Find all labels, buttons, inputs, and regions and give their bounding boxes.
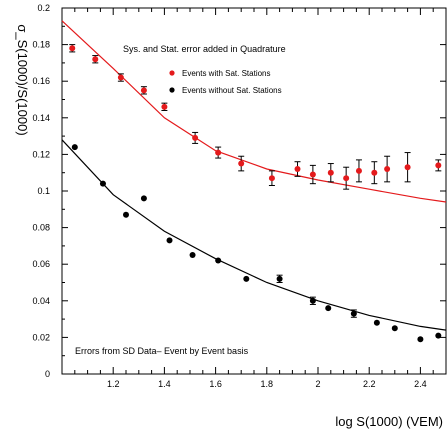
x-tick-label: 1.4 bbox=[158, 379, 171, 389]
y-tick-label: 0.14 bbox=[32, 113, 50, 123]
annotation-bottom: Errors from SD Data– Event by Event basi… bbox=[75, 346, 249, 356]
x-tick-label: 2.4 bbox=[414, 379, 427, 389]
annotation-top: Sys. and Stat. error added in Quadrature bbox=[123, 44, 286, 54]
y-tick-label: 0 bbox=[45, 369, 50, 379]
y-tick-label: 0.18 bbox=[32, 40, 50, 50]
point-nosat bbox=[243, 275, 250, 282]
y-axis-label: σ_S(1000)/S(1000) bbox=[15, 24, 30, 135]
point-sat bbox=[404, 164, 411, 171]
point-sat bbox=[371, 169, 378, 176]
x-tick-label: 2 bbox=[315, 379, 320, 389]
point-nosat bbox=[140, 195, 147, 202]
point-sat bbox=[215, 149, 222, 156]
point-nosat bbox=[71, 144, 78, 151]
fit-curves bbox=[61, 20, 447, 331]
point-sat bbox=[161, 103, 168, 110]
point-sat bbox=[343, 175, 350, 182]
point-sat bbox=[238, 160, 245, 167]
point-nosat bbox=[325, 305, 332, 312]
x-tick-label: 1.8 bbox=[261, 379, 274, 389]
fit-curve-nosat bbox=[61, 139, 447, 331]
y-tick-label: 0.2 bbox=[37, 3, 50, 13]
legend-label-sat: Events with Sat. Stations bbox=[182, 69, 271, 78]
y-tick-label: 0.02 bbox=[32, 332, 50, 342]
point-nosat bbox=[189, 252, 196, 259]
point-sat bbox=[192, 134, 199, 141]
point-sat bbox=[117, 74, 124, 81]
point-nosat bbox=[373, 319, 380, 326]
point-nosat bbox=[309, 297, 316, 304]
point-nosat bbox=[435, 332, 442, 339]
point-nosat bbox=[215, 257, 222, 264]
axis-ticks bbox=[61, 7, 447, 375]
point-nosat bbox=[99, 180, 106, 187]
point-sat bbox=[435, 162, 442, 169]
point-sat bbox=[268, 175, 275, 182]
point-sat bbox=[140, 87, 147, 94]
y-tick-label: 0.16 bbox=[32, 76, 50, 86]
x-tick-label: 2.2 bbox=[363, 379, 376, 389]
point-nosat bbox=[276, 275, 283, 282]
y-tick-label: 0.06 bbox=[32, 259, 50, 269]
point-sat bbox=[384, 166, 391, 173]
point-nosat bbox=[166, 237, 173, 244]
point-sat bbox=[294, 166, 301, 173]
legend: Events with Sat. Stations Events without… bbox=[169, 69, 282, 95]
point-nosat bbox=[391, 325, 398, 332]
y-tick-label: 0.12 bbox=[32, 149, 50, 159]
legend-marker-sat bbox=[169, 70, 175, 76]
point-nosat bbox=[350, 310, 357, 317]
x-tick-label: 1.6 bbox=[209, 379, 222, 389]
legend-marker-nosat bbox=[169, 87, 175, 93]
point-sat bbox=[69, 45, 76, 52]
point-sat bbox=[309, 171, 316, 178]
tick-labels: 0 0.02 0.04 0.06 0.08 0.1 0.12 0.14 0.16 0.18 0.2 1… bbox=[32, 3, 426, 389]
point-nosat bbox=[123, 211, 129, 218]
point-nosat bbox=[417, 336, 424, 343]
point-sat bbox=[327, 169, 334, 176]
x-axis-label: log S(1000) (VEM) bbox=[335, 414, 443, 429]
point-sat bbox=[92, 56, 99, 63]
y-tick-label: 0.08 bbox=[32, 223, 50, 233]
y-tick-label: 0.04 bbox=[32, 296, 50, 306]
fit-curve-sat bbox=[61, 20, 447, 203]
data-points bbox=[69, 44, 442, 343]
x-tick-label: 1.2 bbox=[107, 379, 120, 389]
legend-label-nosat: Events without Sat. Stations bbox=[182, 86, 282, 95]
point-sat bbox=[355, 167, 362, 174]
y-tick-label: 0.1 bbox=[37, 186, 50, 196]
